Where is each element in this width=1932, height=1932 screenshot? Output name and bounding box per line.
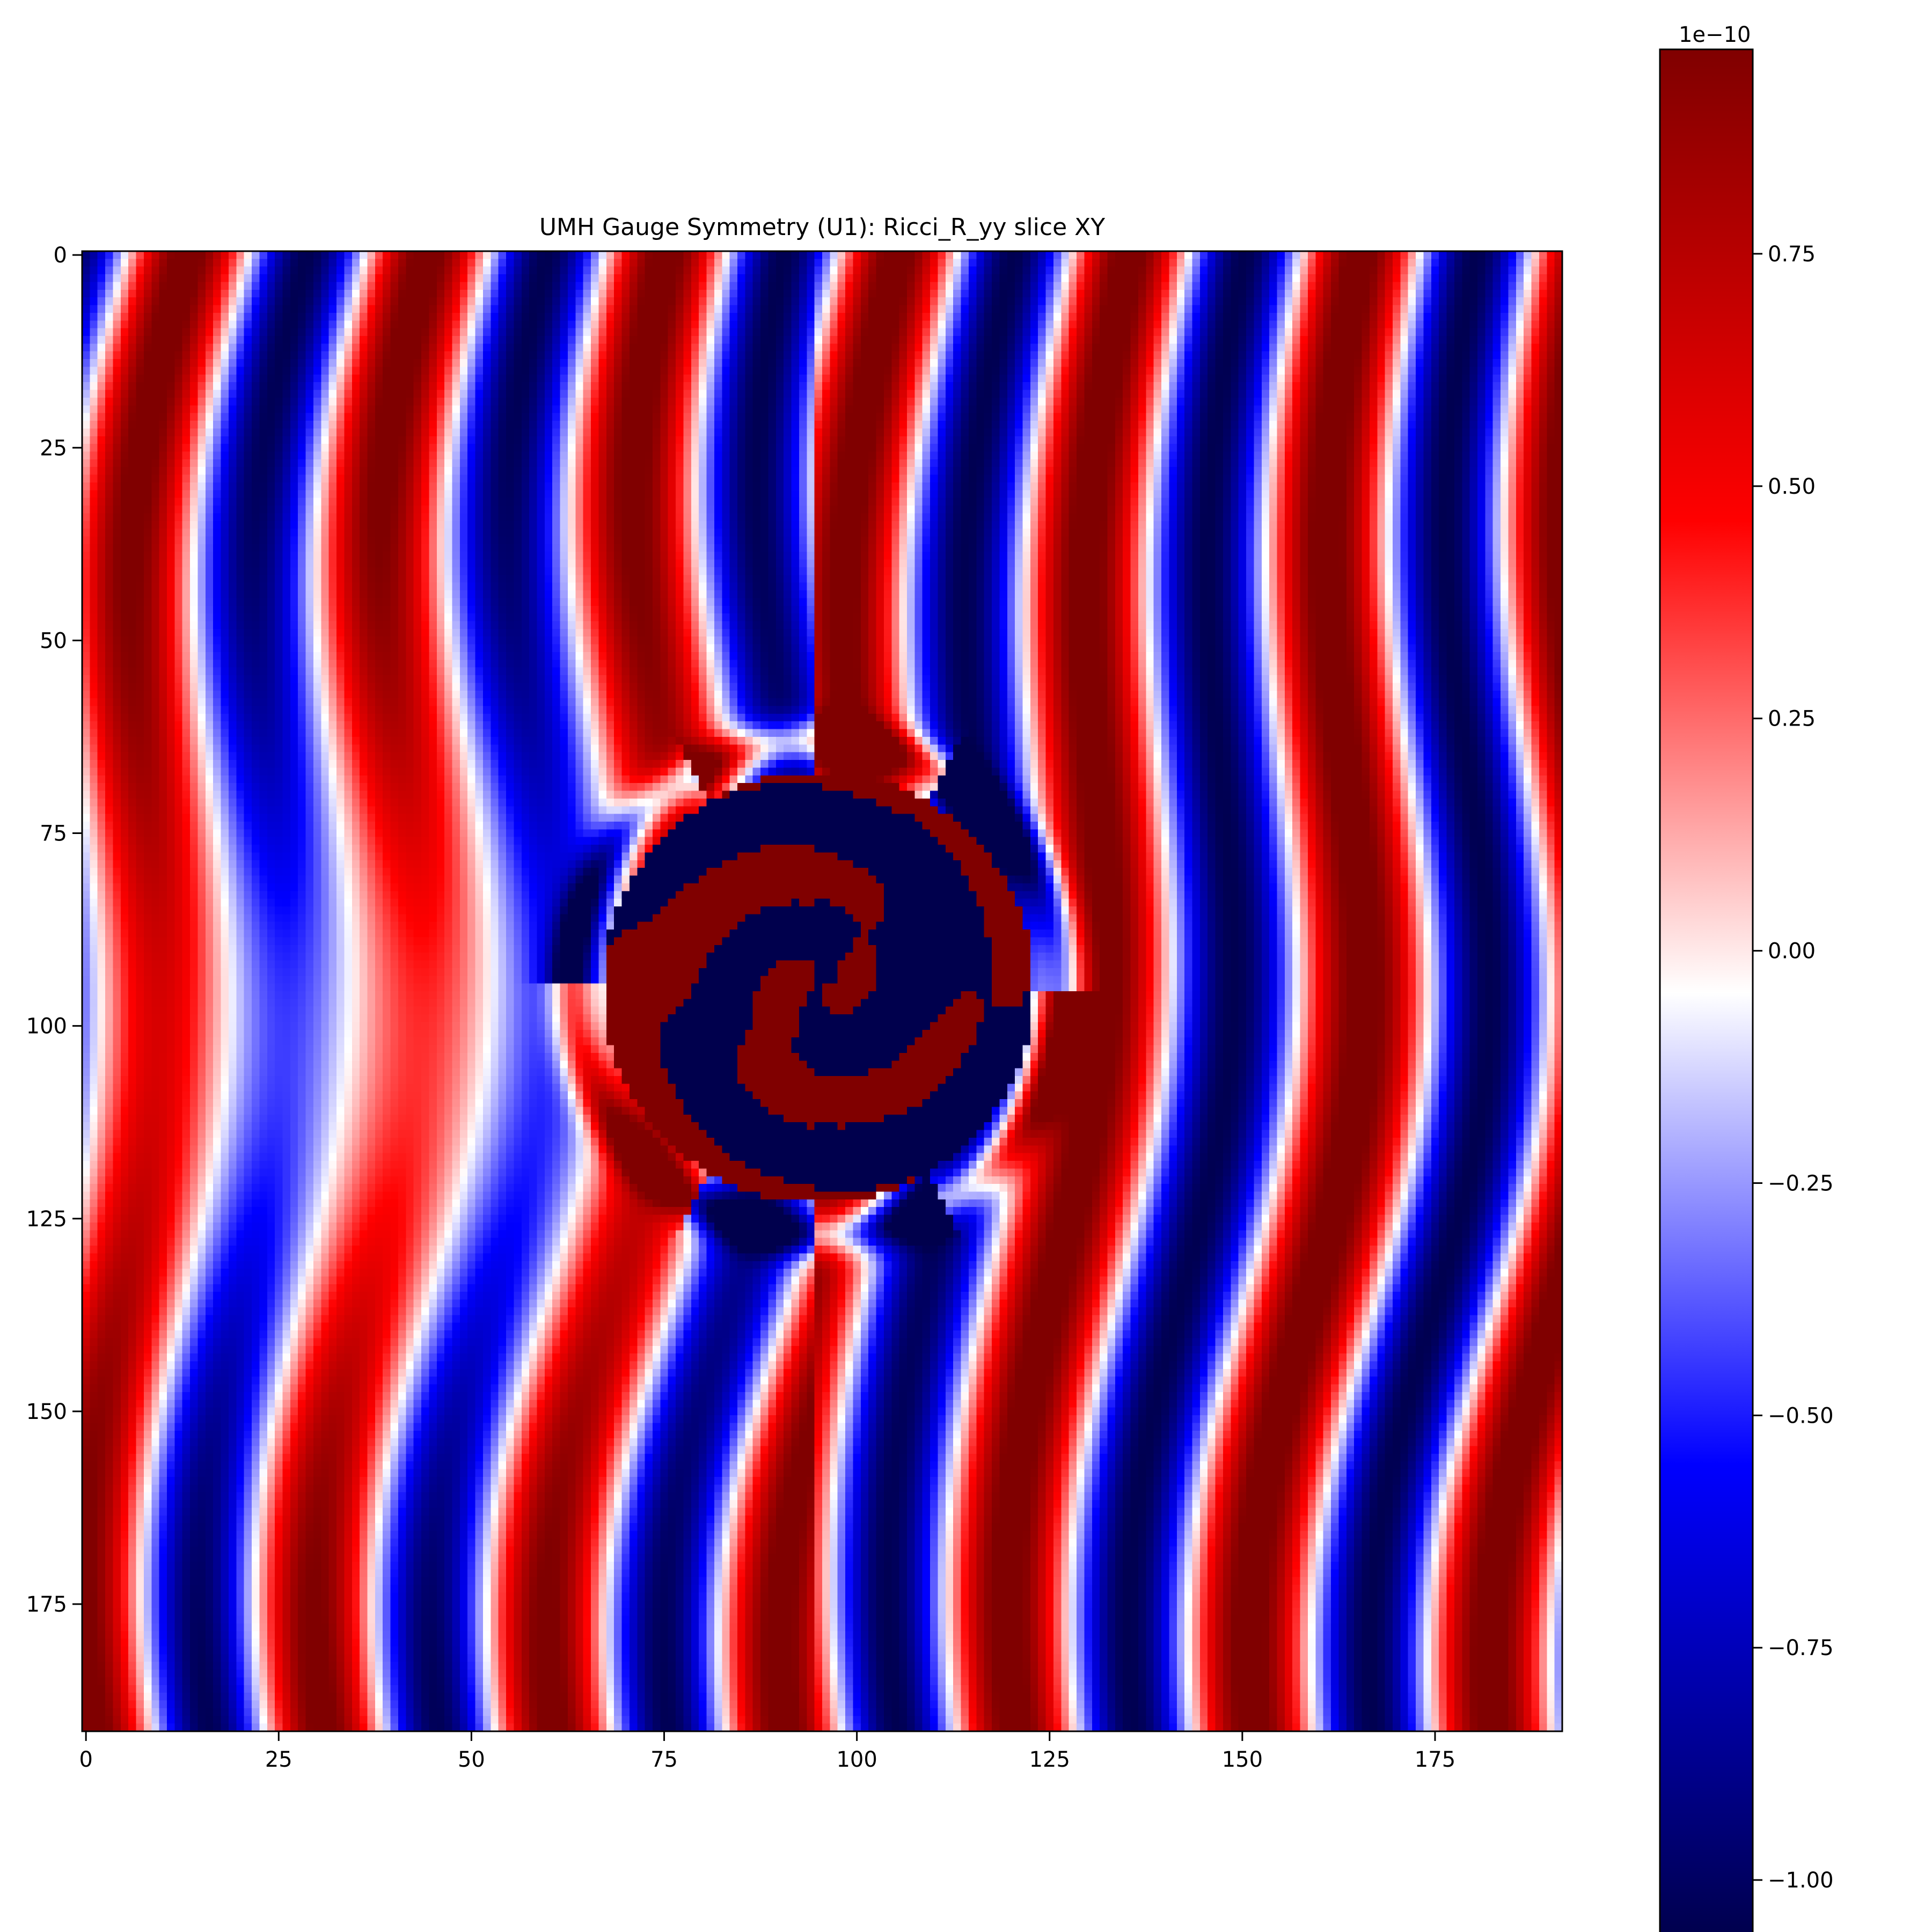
x-tick-label: 50 bbox=[458, 1747, 485, 1772]
x-tick-label: 150 bbox=[1222, 1747, 1263, 1772]
y-axis: 0 25 50 75 100 125 150 175 bbox=[26, 243, 82, 1617]
colorbar-exponent-label: 1e−10 bbox=[1679, 23, 1751, 47]
colorbar-tick-label: −0.50 bbox=[1768, 1403, 1834, 1428]
x-axis: 0 25 50 75 100 125 150 175 bbox=[79, 1731, 1455, 1772]
colorbar bbox=[1659, 48, 1754, 1932]
x-tick-label: 0 bbox=[79, 1747, 92, 1772]
x-tick-label: 125 bbox=[1029, 1747, 1070, 1772]
y-tick-label: 25 bbox=[40, 436, 67, 460]
y-tick-label: 100 bbox=[26, 1014, 67, 1039]
chart-title: UMH Gauge Symmetry (U1): Ricci_R_yy slic… bbox=[539, 214, 1105, 241]
y-tick-label: 150 bbox=[26, 1400, 67, 1424]
y-tick-label: 175 bbox=[26, 1592, 67, 1617]
x-tick-label: 25 bbox=[265, 1747, 292, 1772]
y-tick-label: 75 bbox=[40, 822, 67, 846]
colorbar-tick-label: −0.75 bbox=[1768, 1636, 1834, 1660]
y-tick-label: 0 bbox=[54, 243, 67, 268]
colorbar-tick-label: 0.50 bbox=[1768, 474, 1816, 499]
y-tick-label: 125 bbox=[26, 1207, 67, 1232]
colorbar-tick-label: 0.25 bbox=[1768, 707, 1816, 731]
x-tick-label: 175 bbox=[1415, 1747, 1455, 1772]
y-tick-label: 50 bbox=[40, 628, 67, 653]
colorbar-tick-label: 0.75 bbox=[1768, 242, 1816, 267]
x-tick-label: 100 bbox=[836, 1747, 877, 1772]
x-tick-label: 75 bbox=[650, 1747, 678, 1772]
colorbar-tick-label: −1.00 bbox=[1768, 1868, 1834, 1893]
colorbar-axis: −1.00 −0.75 −0.50 −0.25 0.00 0.25 0.50 0.75 bbox=[1753, 242, 1834, 1893]
plot-frame bbox=[81, 250, 1563, 1732]
colorbar-tick-label: −0.25 bbox=[1768, 1171, 1834, 1196]
colorbar-tick-label: 0.00 bbox=[1768, 939, 1816, 964]
heatmap-image bbox=[82, 251, 1562, 1731]
